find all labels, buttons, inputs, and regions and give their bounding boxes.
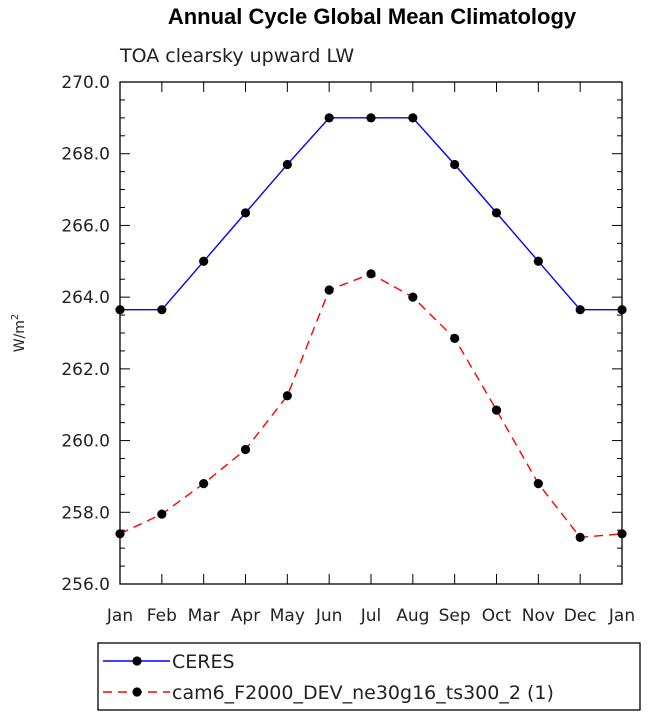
legend: CERES cam6_F2000_DEV_ne30g16_ts300_2 (1) xyxy=(103,651,554,704)
data-point xyxy=(617,305,627,315)
data-point xyxy=(282,159,292,170)
data-point xyxy=(240,208,251,218)
data-point xyxy=(366,269,376,279)
data-point xyxy=(408,113,418,123)
data-point xyxy=(324,113,334,123)
data-point xyxy=(157,305,167,315)
data-point xyxy=(450,159,460,170)
x-tick-label: Oct xyxy=(482,606,512,626)
y-tick-label: 260.0 xyxy=(61,432,110,452)
series-group xyxy=(115,113,627,542)
legend-label: CERES xyxy=(172,651,235,673)
data-point xyxy=(366,113,376,123)
x-tick-label: Aug xyxy=(396,606,429,626)
y-tick-label: 264.0 xyxy=(61,288,110,308)
x-tick-label: Feb xyxy=(147,606,177,626)
x-tick-label: Dec xyxy=(564,606,597,626)
x-tick-label: May xyxy=(270,606,305,626)
y-tick-label: 268.0 xyxy=(61,145,110,165)
x-tick-label: Jan xyxy=(608,606,635,626)
y-tick-label: 266.0 xyxy=(61,216,110,236)
data-point xyxy=(115,529,125,539)
data-point xyxy=(115,305,125,315)
data-point xyxy=(491,208,502,218)
data-point xyxy=(575,305,585,315)
x-tick-label: Mar xyxy=(188,606,220,626)
x-tick-label: Apr xyxy=(231,606,260,626)
series-line-0 xyxy=(120,117,622,311)
x-tick-label: Jul xyxy=(360,606,382,626)
series-line-1 xyxy=(119,273,623,539)
y-axis-label: W/m2 xyxy=(10,314,28,353)
data-point xyxy=(450,333,460,343)
x-tick-label: Sep xyxy=(439,606,471,626)
x-tick-label: Jan xyxy=(106,606,133,626)
legend-marker xyxy=(132,687,142,697)
data-point xyxy=(157,509,167,519)
data-point xyxy=(199,256,209,266)
y-tick-label: 256.0 xyxy=(61,575,110,595)
data-point xyxy=(240,444,251,455)
y-tick-label: 262.0 xyxy=(61,360,110,380)
data-point xyxy=(199,479,209,489)
data-point xyxy=(282,391,292,401)
data-point xyxy=(408,292,418,302)
chart-title: Annual Cycle Global Mean Climatology xyxy=(168,4,577,29)
data-point xyxy=(324,285,334,295)
x-tick-label: Nov xyxy=(522,606,555,626)
chart-subtitle: TOA clearsky upward LW xyxy=(119,45,354,67)
x-tick-label: Jun xyxy=(315,606,343,626)
data-point xyxy=(617,529,627,539)
plot-frame xyxy=(119,81,623,585)
legend-label: cam6_F2000_DEV_ne30g16_ts300_2 (1) xyxy=(172,682,554,704)
data-point xyxy=(533,256,543,266)
data-point xyxy=(533,479,543,489)
x-axis-ticks: Jan Feb Mar Apr May Jun Jul Aug Sep Oct Nov Dec Jan xyxy=(106,82,635,626)
data-point xyxy=(491,405,502,415)
legend-marker xyxy=(132,656,142,666)
y-tick-label: 270.0 xyxy=(61,73,110,93)
data-point xyxy=(575,532,585,542)
legend-box xyxy=(97,642,641,711)
y-tick-label: 258.0 xyxy=(61,503,110,523)
y-axis-ticks: 256.0 258.0 260.0 262.0 264.0 266.0 268.0 270.0 xyxy=(61,73,622,595)
